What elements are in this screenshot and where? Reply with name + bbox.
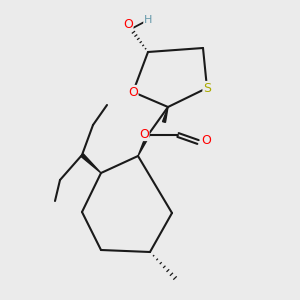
Text: O: O [139,128,149,140]
Polygon shape [81,154,101,173]
Text: O: O [123,17,133,31]
Text: S: S [203,82,211,94]
Text: H: H [144,15,152,25]
Polygon shape [138,134,150,156]
Text: O: O [128,85,138,98]
Text: O: O [201,134,211,148]
Polygon shape [163,107,168,122]
